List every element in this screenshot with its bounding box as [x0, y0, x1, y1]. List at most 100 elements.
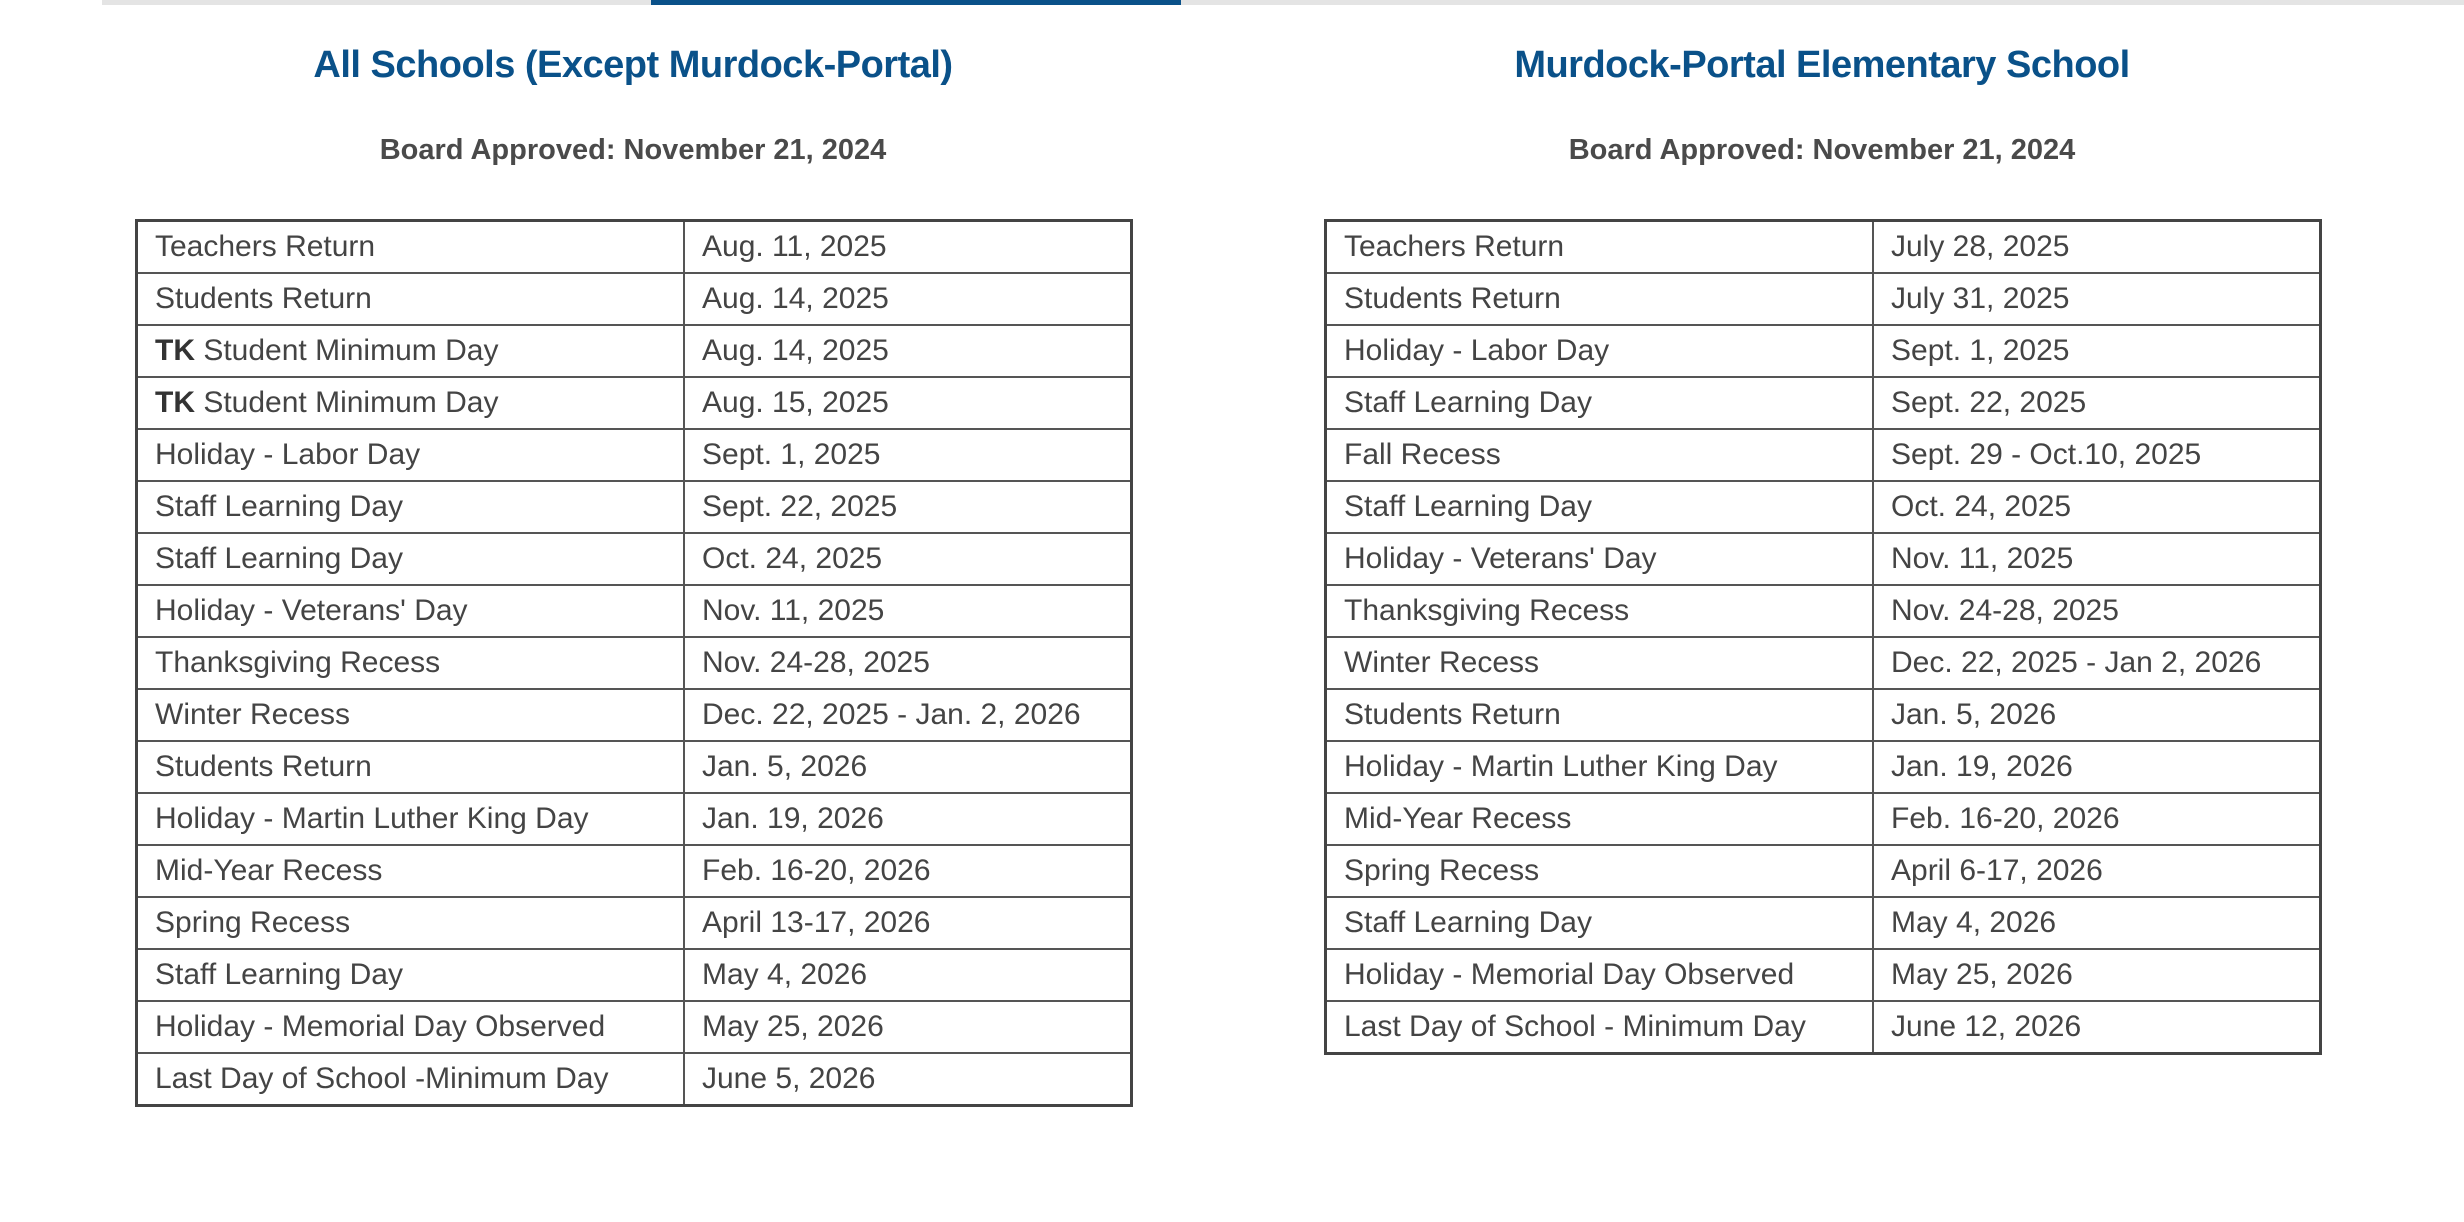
date-cell: May 25, 2026: [683, 1000, 1133, 1054]
table-row: Staff Learning Day May 4, 2026: [135, 948, 1133, 1002]
table-row: Holiday - Labor Day Sept. 1, 2025: [135, 428, 1133, 482]
date-cell: Oct. 24, 2025: [1872, 480, 2322, 534]
date-cell: Jan. 5, 2026: [683, 740, 1133, 794]
date-cell: May 4, 2026: [1872, 896, 2322, 950]
event-cell: Holiday - Martin Luther King Day: [1324, 740, 1874, 794]
event-cell: Last Day of School -Minimum Day: [135, 1052, 685, 1107]
event-name: Staff Learning Day: [1344, 906, 1592, 939]
event-cell: Thanksgiving Recess: [135, 636, 685, 690]
date-cell: Feb. 16-20, 2026: [1872, 792, 2322, 846]
event-cell: Students Return: [1324, 688, 1874, 742]
date-cell: Sept. 29 - Oct.10, 2025: [1872, 428, 2322, 482]
event-cell: Holiday - Martin Luther King Day: [135, 792, 685, 846]
event-name: Holiday - Memorial Day Observed: [155, 1010, 606, 1043]
event-name: Thanksgiving Recess: [155, 646, 441, 679]
event-name: Students Return: [155, 282, 372, 315]
event-prefix: TK: [155, 386, 195, 419]
table-row: Fall Recess Sept. 29 - Oct.10, 2025: [1324, 428, 2322, 482]
event-cell: Staff Learning Day: [135, 532, 685, 586]
table-row: Students Return July 31, 2025: [1324, 272, 2322, 326]
event-cell: Holiday - Memorial Day Observed: [1324, 948, 1874, 1002]
date-cell: Aug. 15, 2025: [683, 376, 1133, 430]
event-name: Staff Learning Day: [155, 958, 403, 991]
event-cell: Holiday - Veterans' Day: [135, 584, 685, 638]
table-row: Winter Recess Dec. 22, 2025 - Jan 2, 2026: [1324, 636, 2322, 690]
table-row: Teachers Return Aug. 11, 2025: [135, 219, 1133, 274]
table-row: Students Return Jan. 5, 2026: [135, 740, 1133, 794]
event-name: Student Minimum Day: [195, 334, 499, 367]
date-cell: April 13-17, 2026: [683, 896, 1133, 950]
date-cell: Aug. 11, 2025: [683, 219, 1133, 274]
event-cell: Staff Learning Day: [135, 948, 685, 1002]
table-row: Staff Learning Day May 4, 2026: [1324, 896, 2322, 950]
event-cell: Spring Recess: [1324, 844, 1874, 898]
event-name: Holiday - Memorial Day Observed: [1344, 958, 1795, 991]
event-cell: Mid-Year Recess: [1324, 792, 1874, 846]
date-cell: Jan. 19, 2026: [1872, 740, 2322, 794]
table-row: Mid-Year Recess Feb. 16-20, 2026: [135, 844, 1133, 898]
event-cell: Students Return: [135, 272, 685, 326]
event-prefix: TK: [155, 334, 195, 367]
event-name: Winter Recess: [1344, 646, 1540, 679]
event-name: Thanksgiving Recess: [1344, 594, 1630, 627]
event-cell: Spring Recess: [135, 896, 685, 950]
calendar-table-murdock-portal: Teachers Return July 28, 2025 Students Ret…: [1324, 219, 2322, 1055]
table-row: Thanksgiving Recess Nov. 24-28, 2025: [135, 636, 1133, 690]
event-name: Mid-Year Recess: [155, 854, 383, 887]
event-name: Winter Recess: [155, 698, 351, 731]
event-cell: Winter Recess: [1324, 636, 1874, 690]
date-cell: Nov. 24-28, 2025: [1872, 584, 2322, 638]
date-cell: Sept. 1, 2025: [1872, 324, 2322, 378]
date-cell: Jan. 19, 2026: [683, 792, 1133, 846]
calendar-table-all-schools: Teachers Return Aug. 11, 2025 Students Ret…: [135, 219, 1133, 1107]
date-cell: Nov. 11, 2025: [1872, 532, 2322, 586]
table-row: Teachers Return July 28, 2025: [1324, 219, 2322, 274]
table-row: Spring Recess April 13-17, 2026: [135, 896, 1133, 950]
date-cell: May 4, 2026: [683, 948, 1133, 1002]
event-cell: Thanksgiving Recess: [1324, 584, 1874, 638]
board-approved-date: Board Approved: November 21, 2024: [1568, 134, 2076, 166]
event-name: Holiday - Veterans' Day: [155, 594, 468, 627]
table-row: Staff Learning Day Oct. 24, 2025: [135, 532, 1133, 586]
table-row: Spring Recess April 6-17, 2026: [1324, 844, 2322, 898]
date-cell: Nov. 11, 2025: [683, 584, 1133, 638]
section-title: Murdock-Portal Elementary School: [1514, 44, 2130, 86]
tab-bar: [102, 0, 2464, 5]
event-name: Last Day of School -Minimum Day: [155, 1062, 609, 1095]
table-row: TK Student Minimum Day Aug. 15, 2025: [135, 376, 1133, 430]
event-cell: Staff Learning Day: [135, 480, 685, 534]
event-cell: Staff Learning Day: [1324, 480, 1874, 534]
table-row: Staff Learning Day Oct. 24, 2025: [1324, 480, 2322, 534]
event-cell: Mid-Year Recess: [135, 844, 685, 898]
date-cell: Aug. 14, 2025: [683, 324, 1133, 378]
event-name: Spring Recess: [155, 906, 351, 939]
event-cell: Fall Recess: [1324, 428, 1874, 482]
event-cell: Holiday - Labor Day: [1324, 324, 1874, 378]
table-row: Holiday - Memorial Day Observed May 25, 2…: [135, 1000, 1133, 1054]
table-row: Students Return Aug. 14, 2025: [135, 272, 1133, 326]
event-cell: Winter Recess: [135, 688, 685, 742]
event-name: Staff Learning Day: [1344, 490, 1592, 523]
date-cell: Sept. 22, 2025: [683, 480, 1133, 534]
table-row: Holiday - Veterans' Day Nov. 11, 2025: [135, 584, 1133, 638]
event-name: Staff Learning Day: [1344, 386, 1592, 419]
date-cell: Nov. 24-28, 2025: [683, 636, 1133, 690]
date-cell: July 31, 2025: [1872, 272, 2322, 326]
event-cell: TK Student Minimum Day: [135, 324, 685, 378]
event-name: Spring Recess: [1344, 854, 1540, 887]
table-row: Mid-Year Recess Feb. 16-20, 2026: [1324, 792, 2322, 846]
table-row: Staff Learning Day Sept. 22, 2025: [135, 480, 1133, 534]
event-cell: Holiday - Veterans' Day: [1324, 532, 1874, 586]
table-row: Winter Recess Dec. 22, 2025 - Jan. 2, 202…: [135, 688, 1133, 742]
date-cell: Sept. 22, 2025: [1872, 376, 2322, 430]
table-row: Last Day of School - Minimum Day June 12,…: [1324, 1000, 2322, 1055]
event-cell: Last Day of School - Minimum Day: [1324, 1000, 1874, 1055]
event-name: Mid-Year Recess: [1344, 802, 1572, 835]
event-name: Students Return: [1344, 282, 1561, 315]
event-name: Holiday - Martin Luther King Day: [155, 802, 589, 835]
active-tab-indicator: [651, 0, 1181, 5]
date-cell: April 6-17, 2026: [1872, 844, 2322, 898]
board-approved-date: Board Approved: November 21, 2024: [379, 134, 887, 166]
date-cell: July 28, 2025: [1872, 219, 2322, 274]
event-cell: Students Return: [135, 740, 685, 794]
